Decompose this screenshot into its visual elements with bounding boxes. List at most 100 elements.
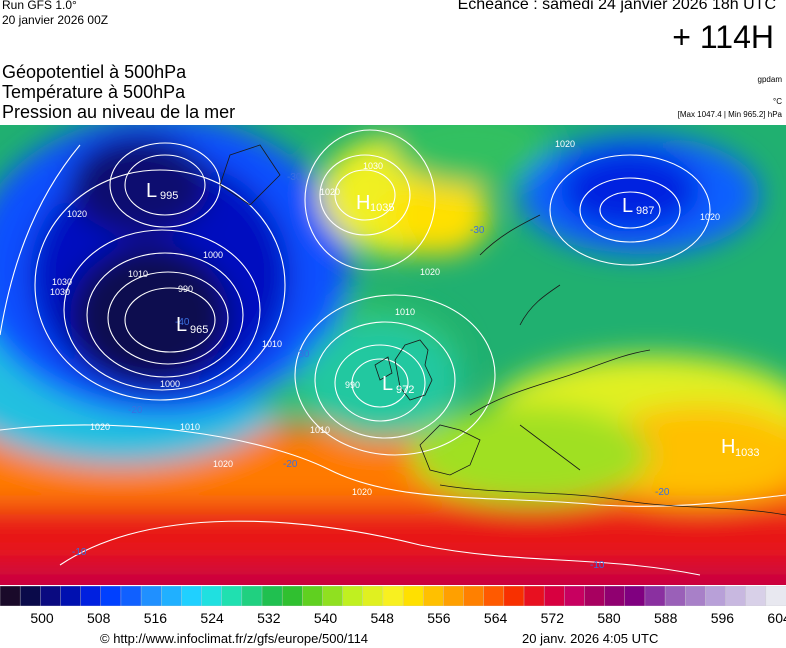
scale-tick-label: 524 (200, 610, 224, 626)
scale-swatch (140, 586, 162, 606)
temperature-label: -20 (128, 405, 143, 416)
scale-swatch (281, 586, 303, 606)
temperature-label: -10 (590, 560, 605, 571)
scale-swatch (19, 586, 41, 606)
scale-swatch (443, 586, 465, 606)
scale-swatch (523, 586, 545, 606)
scale-swatch (100, 586, 122, 606)
coastlines (219, 144, 786, 516)
scale-tick-label: 572 (540, 610, 564, 626)
isobar-label: 1000 (160, 379, 180, 389)
pressure-center-value: 995 (160, 190, 178, 202)
scale-swatch (221, 586, 243, 606)
temperature-label: -20 (283, 459, 298, 470)
title-temperature: Température à 500hPa (2, 82, 186, 102)
unit-celsius: °C (773, 97, 782, 106)
scale-swatch (705, 586, 727, 606)
pressure-center-value: 972 (396, 384, 414, 396)
isobar-label: 990 (345, 380, 360, 390)
isobar-label: 1010 (395, 307, 415, 317)
copyright-url: © http://www.infoclimat.fr/z/gfs/europe/… (100, 631, 369, 646)
isobar-label: 1020 (420, 267, 440, 277)
scale-swatch (201, 586, 223, 606)
temperature-label: -30 (287, 172, 302, 183)
forecast-time: Echéance : samedi 24 janvier 2026 18h UT… (457, 0, 776, 13)
isobars (0, 129, 786, 576)
scale-tick-label: 540 (313, 610, 338, 626)
isobar-label: 1010 (128, 269, 148, 279)
scale-swatch (362, 586, 384, 606)
scale-swatch (745, 586, 767, 606)
scale-swatch (40, 586, 62, 606)
isobar-label: 1020 (700, 212, 720, 222)
isobar-label: 1030 (363, 161, 383, 171)
isobar-label: 1020 (213, 459, 233, 469)
scale-swatch (402, 586, 424, 606)
run-date: 20 janvier 2026 00Z (2, 13, 109, 27)
isobar-label: 1010 (180, 422, 200, 432)
scale-tick-label: 580 (597, 610, 621, 626)
scale-swatch (765, 586, 786, 606)
pressure-center-letter: L (382, 373, 393, 395)
scale-swatch (685, 586, 707, 606)
scale-swatch (543, 586, 566, 606)
temperature-label: -20 (655, 487, 670, 498)
generation-date: 20 janv. 2026 4:05 UTC (522, 631, 659, 646)
isobar-label: 1010 (262, 339, 282, 349)
temperature-label: -10 (72, 547, 87, 558)
color-scale-bar (0, 586, 786, 606)
scale-tick-label: 508 (87, 610, 111, 626)
isobar-label: 1020 (320, 187, 340, 197)
isobar-label: 1020 (352, 487, 372, 497)
scale-swatch (60, 586, 82, 606)
scale-tick-label: 588 (654, 610, 678, 626)
geopotential-field (0, 125, 786, 585)
scale-swatch (241, 586, 263, 606)
scale-tick-label: 548 (370, 610, 394, 626)
scale-swatch (483, 586, 505, 606)
scale-swatch (261, 586, 283, 606)
temperature-label-group: -30 -30 -40 -30 -20 -20 -10 -10 -20 (72, 172, 670, 571)
isobar-label: 1030 (52, 277, 72, 287)
scale-tick-label: 596 (710, 610, 735, 626)
pressure-center-group: L 995 L 965 H 1035 L 972 L 987 H 1033 (146, 180, 759, 459)
scale-tick-label: 516 (143, 610, 168, 626)
lead-time: + 114H (672, 19, 774, 55)
scale-tick-label: 532 (257, 610, 281, 626)
scale-swatch (564, 586, 586, 606)
pressure-center-letter: H (356, 192, 370, 214)
scale-swatch (725, 586, 747, 606)
pressure-max-min: [Max 1047.4 | Min 965.2] hPa (677, 110, 782, 119)
isobar-label-group: 1020 1030 1010 1000 990 1000 1010 1020 1… (50, 139, 720, 497)
pressure-center-value: 1035 (370, 202, 394, 214)
title-geopotential: Géopotentiel à 500hPa (2, 62, 187, 82)
isobar-label: 1020 (90, 422, 110, 432)
scale-swatch (181, 586, 203, 606)
scale-swatch (0, 586, 21, 606)
temperature-label: -30 (295, 349, 310, 360)
isobar-label: 1020 (555, 139, 575, 149)
isobar-label: 1000 (203, 250, 223, 260)
scale-swatch (584, 586, 606, 606)
pressure-center-value: 1033 (735, 447, 759, 459)
pressure-center-value: 987 (636, 205, 654, 217)
scale-tick-label: 564 (483, 610, 508, 626)
temperature-label: -30 (470, 225, 485, 236)
scale-swatch (80, 586, 102, 606)
run-label: Run GFS 1.0° (2, 0, 77, 12)
pressure-center-letter: H (721, 436, 735, 458)
scale-swatch (644, 586, 666, 606)
scale-swatch (463, 586, 485, 606)
scale-tick-label: 556 (427, 610, 451, 626)
scale-tick-label: 500 (30, 610, 54, 626)
scale-swatch (120, 586, 142, 606)
title-pressure: Pression au niveau de la mer (2, 102, 236, 122)
pressure-center-letter: L (146, 180, 157, 202)
scale-swatch (322, 586, 344, 606)
scale-swatch (423, 586, 445, 606)
isobar-label: 1030 (50, 287, 70, 297)
temperature-label: -40 (175, 317, 190, 328)
isobar-label: 990 (178, 284, 193, 294)
scale-swatch (503, 586, 525, 606)
scale-tick-label: 604 (767, 610, 786, 626)
